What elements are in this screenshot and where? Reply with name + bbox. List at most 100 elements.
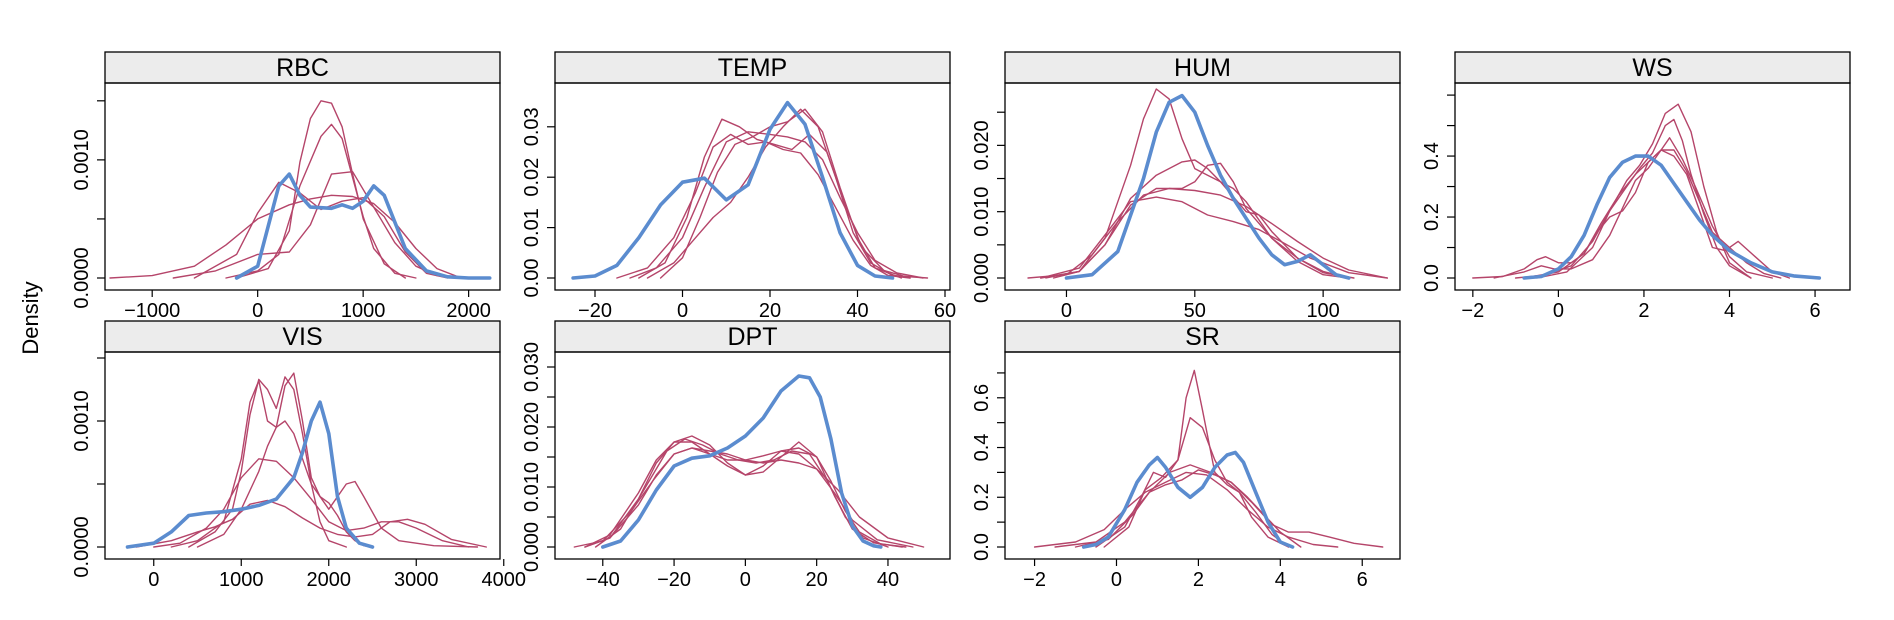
synthetic-density-line-temp-4 [646,108,929,279]
y-tick-label-vis: 0.0000 [71,516,93,577]
x-tick-label-dpt: −40 [586,569,620,591]
x-tick-label-vis: 3000 [394,569,439,591]
x-tick-label-sr: −2 [1023,569,1046,591]
x-tick-label-temp: 40 [846,300,868,322]
x-tick-label-rbc: 0 [252,300,263,322]
synthetic-density-line-vis-2 [188,376,347,548]
panel-frame-ws [1454,82,1851,291]
synthetic-density-line-temp-3 [659,108,902,279]
panel-ws: WS −2 0 2 4 6 0.0 0.2 0.4 [1421,51,1851,322]
synthetic-density-line-hum-1 [1040,88,1350,279]
x-tick-label-temp: 0 [677,300,688,322]
synthetic-density-line-temp-2 [638,118,911,279]
synthetic-density-line-dpt-4 [584,447,914,548]
x-tick-label-dpt: 40 [877,569,899,591]
panel-title-sr: SR [1185,323,1220,351]
x-tick-label-rbc: 1000 [341,300,386,322]
original-density-line-dpt [600,374,883,549]
y-tick-label-dpt: 0.020 [521,402,543,452]
x-tick-label-rbc: −1000 [124,300,180,322]
x-tick-label-hum: 100 [1306,300,1339,322]
synthetic-density-line-ws-3 [1514,118,1752,279]
panel-sr: SR −2 0 2 4 6 0.0 0.2 0.4 0.6 [971,320,1401,591]
panel-frame-hum [1004,82,1401,291]
x-tick-label-sr: 2 [1193,569,1204,591]
synthetic-density-line-temp-5 [629,131,924,279]
y-tick-label-hum: 0.000 [971,253,993,303]
synthetic-density-line-vis-5 [135,499,487,548]
y-tick-label-ws: 0.4 [1421,142,1443,170]
y-tick-label-temp: 0.00 [521,259,543,298]
y-tick-label-hum: 0.010 [971,187,993,237]
y-tick-label-dpt: 0.000 [521,522,543,572]
synthetic-density-line-rbc-4 [225,123,417,279]
synthetic-density-line-rbc-1 [109,194,480,279]
panel-strip-ws [1454,51,1851,84]
panel-hum: HUM 0 50 100 0.000 0.010 0.020 [971,51,1401,322]
y-tick-label-rbc: 0.0010 [71,129,93,190]
synthetic-density-line-rbc-5 [172,170,480,279]
x-tick-label-ws: 4 [1724,300,1735,322]
x-tick-label-hum: 50 [1184,300,1206,322]
x-tick-label-hum: 0 [1061,300,1072,322]
x-tick-label-vis: 1000 [219,569,264,591]
synthetic-density-line-sr-5 [1033,471,1339,548]
x-tick-label-temp: 20 [759,300,781,322]
panel-title-ws: WS [1632,54,1672,82]
y-tick-label-ws: 0.2 [1421,203,1443,231]
panel-temp: TEMP −20 0 20 40 60 0.00 0.01 0.02 0.03 [521,51,956,322]
y-tick-label-temp: 0.02 [521,158,543,197]
y-tick-label-temp: 0.03 [521,107,543,146]
synthetic-density-line-sr-2 [1103,417,1290,548]
panel-frame-temp [554,82,951,291]
panel-dpt: DPT −40 −20 0 20 40 0.000 0.010 0.020 0.030 [521,320,951,591]
synthetic-density-line-hum-5 [1040,196,1389,279]
panel-frame-rbc [104,82,501,291]
x-tick-label-rbc: 2000 [446,300,491,322]
x-tick-label-dpt: −20 [657,569,691,591]
panel-frame-sr [1004,351,1401,560]
x-tick-label-vis: 0 [148,569,159,591]
panel-title-vis: VIS [282,323,322,351]
x-tick-label-sr: 4 [1275,569,1286,591]
x-tick-label-ws: 0 [1553,300,1564,322]
x-tick-label-sr: 0 [1111,569,1122,591]
original-density-line-sr [1081,450,1295,549]
original-density-line-ws [1522,154,1822,280]
synthetic-density-line-hum-2 [1027,187,1389,279]
x-tick-label-temp: −20 [578,300,612,322]
panel-frame-vis [104,351,501,560]
y-tick-label-dpt: 0.010 [521,462,543,512]
y-tick-label-ws: 0.0 [1421,264,1443,292]
synthetic-density-line-ws-4 [1536,103,1752,279]
original-density-line-hum [1064,93,1351,280]
y-tick-label-hum: 0.020 [971,120,993,170]
x-tick-label-sr: 6 [1357,569,1368,591]
panel-title-dpt: DPT [728,323,778,351]
panel-rbc: RBC −1000 0 1000 2000 0.0000 0.0010 [71,51,501,322]
panel-title-hum: HUM [1174,54,1231,82]
x-tick-label-temp: 60 [934,300,956,322]
panel-title-rbc: RBC [276,54,329,82]
y-tick-label-dpt: 0.030 [521,342,543,392]
y-tick-label-sr: 0.4 [971,434,993,462]
synthetic-density-line-vis-1 [170,372,374,548]
panel-strip-rbc [104,51,501,84]
x-tick-label-vis: 4000 [482,569,527,591]
synthetic-density-line-vis-4 [196,420,479,548]
x-tick-label-dpt: 20 [806,569,828,591]
synthetic-density-line-hum-4 [1045,159,1355,279]
y-tick-label-rbc: 0.0000 [71,247,93,308]
x-tick-label-ws: 2 [1638,300,1649,322]
x-tick-label-vis: 2000 [307,569,352,591]
synthetic-density-line-hum-3 [1052,162,1350,279]
y-tick-label-sr: 0.0 [971,533,993,561]
original-density-line-vis [125,400,375,549]
y-tick-label-vis: 0.0010 [71,390,93,451]
synthetic-density-line-vis-3 [153,458,470,548]
x-tick-label-ws: −2 [1461,300,1484,322]
synthetic-density-line-dpt-3 [594,438,889,548]
panel-vis: VIS 0 1000 2000 3000 4000 0.0000 0.0010 [71,320,527,591]
